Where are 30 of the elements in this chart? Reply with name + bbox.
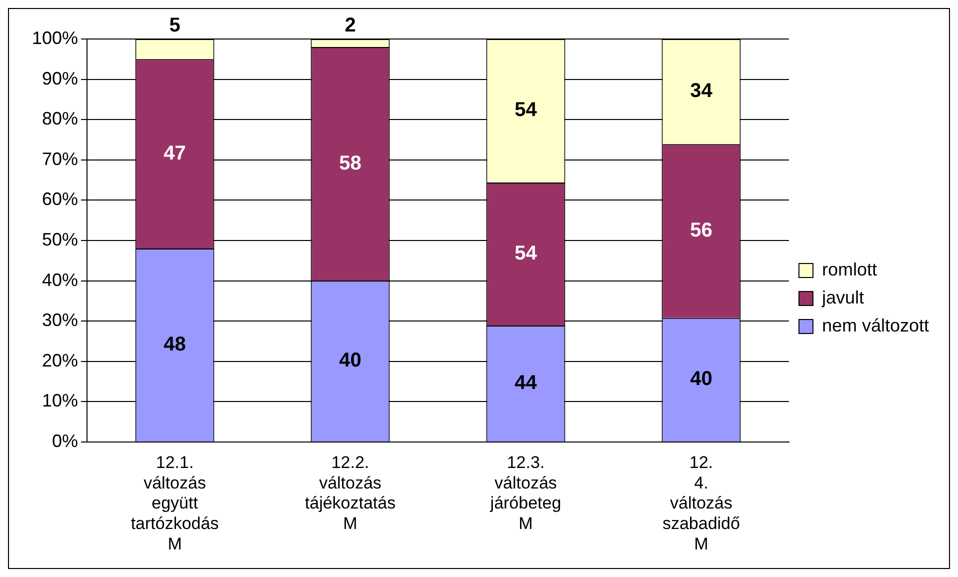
- annotation: 58: [339, 152, 362, 174]
- y-tick-label: 10%: [42, 390, 78, 411]
- y-tick-label: 70%: [42, 148, 78, 169]
- annotation: 40: [339, 350, 362, 372]
- y-tick-label: 90%: [42, 68, 78, 88]
- annotation: 44: [514, 372, 538, 394]
- x-tick-label: 12.3. változás járóbeteg M: [489, 452, 562, 534]
- y-tick-label: 40%: [42, 270, 78, 290]
- annotation: 47: [164, 142, 186, 164]
- annotation: 56: [690, 220, 712, 242]
- y-tick-label: 30%: [42, 310, 78, 330]
- x-tick-label: 12.1. változás együtt tartózkodás M: [130, 452, 219, 554]
- x-tick-label: 12. 4. változás szabadidő M: [662, 452, 740, 554]
- y-tick-label: 20%: [42, 350, 78, 370]
- y-tick-label: 80%: [42, 108, 78, 129]
- y-tick-label: 60%: [42, 189, 78, 210]
- text: 2: [344, 14, 356, 37]
- text: 5: [169, 14, 180, 37]
- y-tick-label: 0%: [52, 430, 78, 451]
- legend-label: romlott: [822, 259, 877, 280]
- annotation: 34: [690, 80, 714, 102]
- legend-label: nem változott: [822, 315, 930, 336]
- annotation: 48: [164, 334, 186, 356]
- legend-label: javult: [820, 287, 864, 308]
- annotation: 54: [514, 242, 538, 265]
- y-tick-label: 100%: [32, 28, 78, 48]
- y-tick-label: 50%: [42, 229, 78, 250]
- annotation: 54: [514, 99, 538, 122]
- x-tick-label: 12.2. változás tájékoztatás M: [304, 452, 396, 534]
- annotation: 40: [690, 368, 712, 390]
